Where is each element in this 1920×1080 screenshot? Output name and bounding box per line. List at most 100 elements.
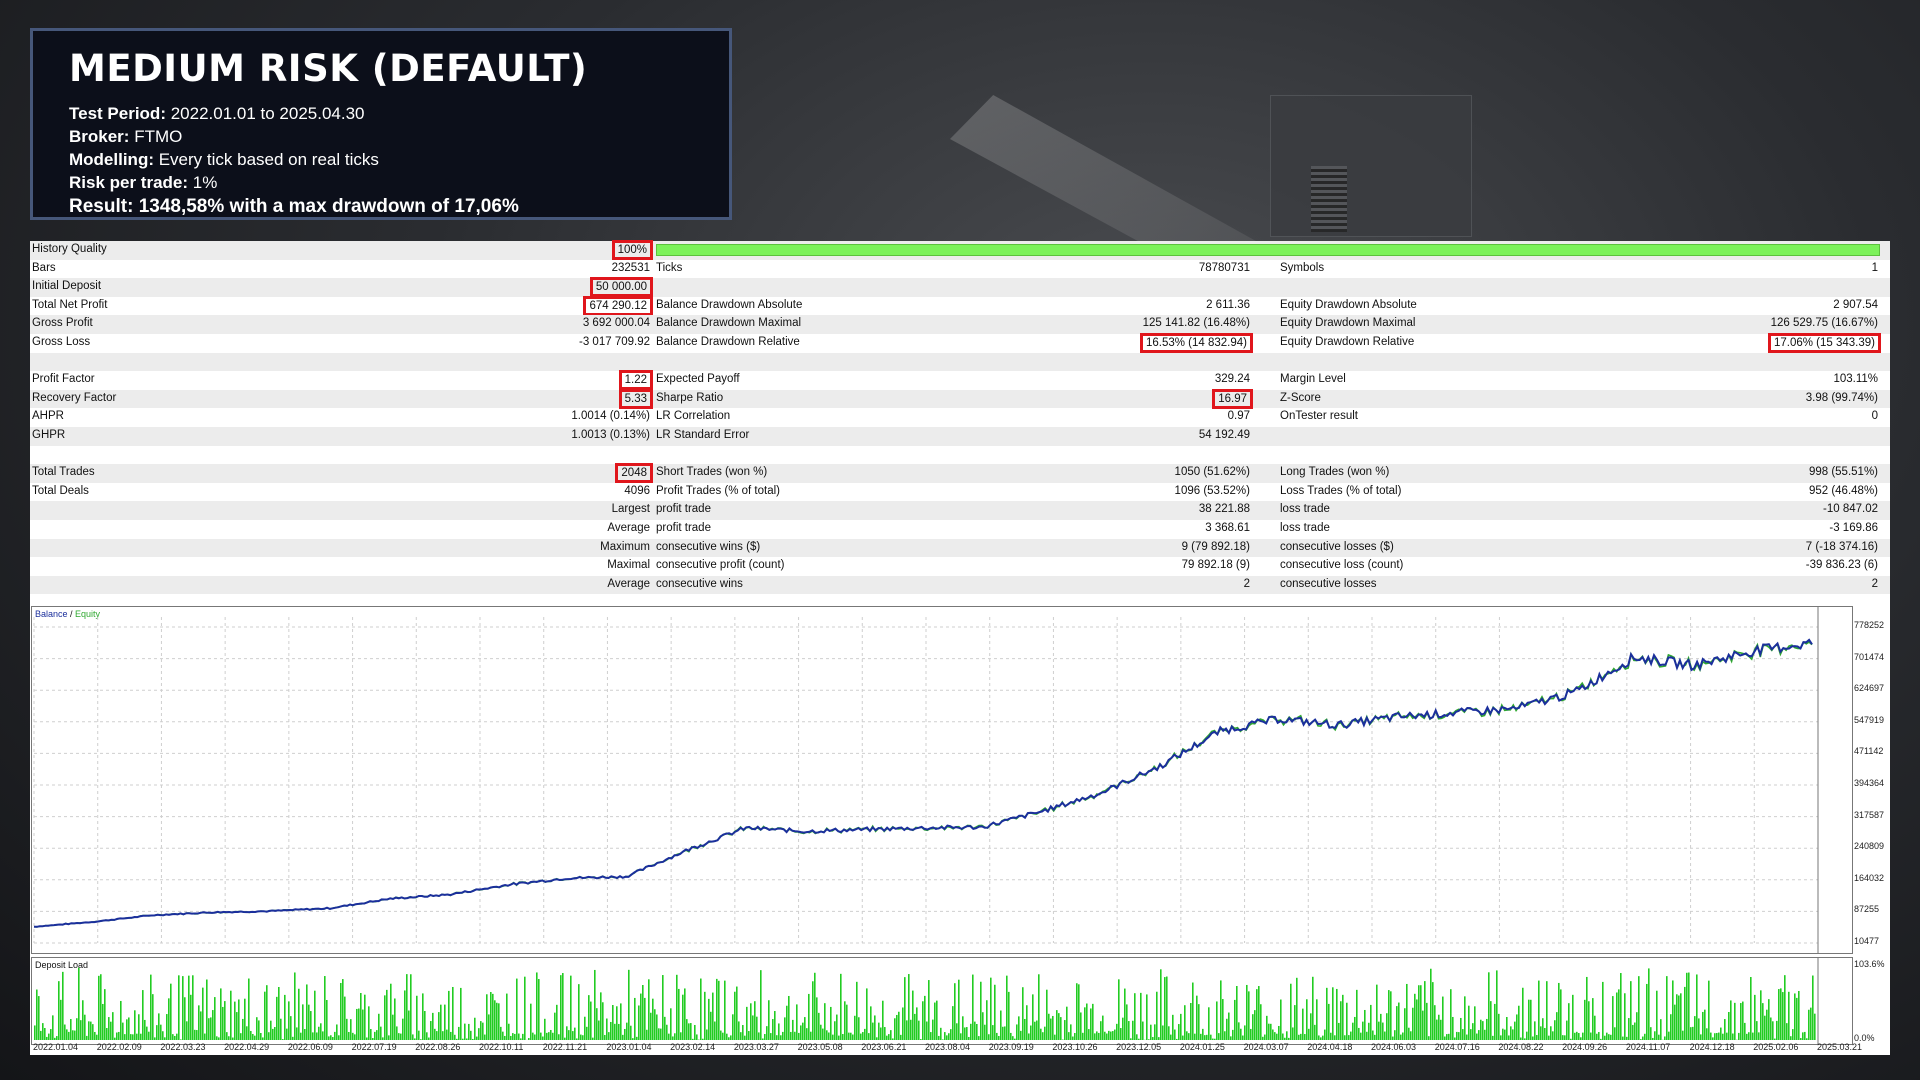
deposit-load-bar [1578, 1033, 1580, 1040]
deposit-load-bar [450, 1031, 452, 1040]
deposit-load-bar [594, 969, 596, 1040]
deposit-load-bar [40, 1030, 42, 1040]
deposit-load-title: Deposit Load [35, 960, 89, 970]
deposit-load-bar [878, 1022, 880, 1040]
deposit-load-bar [1210, 1034, 1212, 1040]
deposit-load-bar [872, 1022, 874, 1040]
deposit-load-bar [690, 1023, 692, 1040]
deposit-load-bar [102, 1003, 104, 1040]
deposit-load-bar [498, 1003, 500, 1040]
stat-value: 78780731 [1198, 261, 1250, 274]
deposit-load-bar [1688, 972, 1690, 1040]
deposit-load-bar [58, 981, 60, 1040]
deposit-load-bar [1310, 1013, 1312, 1040]
deposit-load-bar [1416, 999, 1418, 1040]
deposit-load-bar [818, 1012, 820, 1040]
deposit-load-bar [116, 1032, 118, 1040]
deposit-load-bar [298, 988, 300, 1040]
deposit-load-bar [304, 1029, 306, 1040]
x-tick-label: 2023.03.27 [733, 1042, 779, 1052]
deposit-load-bar [1766, 1009, 1768, 1040]
deposit-load-bar [1296, 977, 1298, 1040]
deposit-load-bar [190, 994, 192, 1040]
deposit-load-bar [1008, 991, 1010, 1040]
deposit-load-bar [428, 1037, 430, 1040]
stat-label: consecutive wins ($) [656, 540, 761, 553]
deposit-load-bar [404, 990, 406, 1040]
deposit-load-bar [1206, 1034, 1208, 1040]
deposit-load-bar [514, 1033, 516, 1040]
deposit-load-bar [1138, 1038, 1140, 1040]
deposit-load-bar [154, 1037, 156, 1040]
deposit-load-bar [686, 1019, 688, 1040]
deposit-load-bar [1666, 976, 1668, 1040]
deposit-load-bar [280, 1018, 282, 1040]
deposit-load-bar [1380, 1013, 1382, 1040]
deposit-load-bar [160, 1024, 162, 1040]
deposit-load-bar [1746, 1033, 1748, 1040]
deposit-load-bar [356, 1008, 358, 1040]
deposit-load-bar [1262, 1036, 1264, 1040]
deposit-load-bar [118, 1031, 120, 1040]
deposit-load-bar [954, 983, 956, 1040]
stat-label: AHPR [32, 410, 64, 423]
stat-label: profit trade [656, 503, 711, 516]
deposit-load-bar [216, 1036, 218, 1040]
stat-label: loss trade [1280, 503, 1330, 516]
deposit-load-bar [674, 1033, 676, 1040]
deposit-load-bar [382, 1037, 384, 1040]
deposit-load-bar [980, 981, 982, 1040]
deposit-load-bar [1678, 995, 1680, 1040]
deposit-load-bar [1030, 1025, 1032, 1040]
deposit-load-bar [1610, 1034, 1612, 1040]
deposit-load-bar [1754, 994, 1756, 1040]
deposit-load-bar [696, 1034, 698, 1040]
deposit-load-bar [944, 1032, 946, 1040]
deposit-load-bar [484, 1034, 486, 1040]
deposit-load-bar [310, 1011, 312, 1040]
deposit-load-bar [538, 979, 540, 1040]
deposit-load-bar [1792, 1029, 1794, 1040]
deposit-load-bar [1114, 1029, 1116, 1040]
deposit-load-bar [910, 1019, 912, 1040]
stat-value: 17.06% (15 343.39) [1767, 333, 1882, 353]
deposit-load-bar [1268, 1023, 1270, 1040]
deposit-load-bar [1570, 1038, 1572, 1040]
deposit-load-bar [964, 1027, 966, 1040]
deposit-load-bar [1264, 1034, 1266, 1040]
deposit-load-bar [358, 1008, 360, 1040]
deposit-load-bar [1772, 1021, 1774, 1040]
deposit-load-bar [942, 1039, 944, 1040]
deposit-load-bar [794, 1031, 796, 1040]
deposit-load-bar [248, 978, 250, 1040]
stat-value: 16.97 [1212, 388, 1253, 409]
deposit-load-bar [568, 1030, 570, 1040]
deposit-load-bar [392, 1014, 394, 1040]
deposit-load-bar [1390, 991, 1392, 1040]
deposit-load-bar [114, 1037, 116, 1040]
deposit-load-bar [880, 1027, 882, 1040]
deposit-load-bar [1280, 999, 1282, 1040]
deposit-load-bar [1350, 1031, 1352, 1040]
deposit-load-bar [288, 1001, 290, 1040]
deposit-load-bar [996, 1032, 998, 1040]
deposit-load-bar [1428, 1036, 1430, 1040]
deposit-load-bar [990, 977, 992, 1040]
deposit-load-bar [516, 978, 518, 1040]
report-row [30, 352, 1890, 372]
deposit-load-bar [692, 1038, 694, 1040]
deposit-load-bar [494, 1000, 496, 1040]
deposit-load-bar [462, 1038, 464, 1040]
deposit-load-bar [1814, 1013, 1816, 1040]
risk-line: Risk per trade: 1% [69, 173, 218, 192]
x-tick-label: 2022.02.09 [96, 1042, 142, 1052]
deposit-load-bar [1218, 1033, 1220, 1040]
deposit-load-bar [766, 1026, 768, 1040]
deposit-load-bar [1436, 1019, 1438, 1040]
deposit-load-bar [56, 1036, 58, 1040]
deposit-load-bar [672, 1036, 674, 1040]
deposit-load-bar [856, 981, 858, 1040]
deposit-load-bar [240, 1033, 242, 1040]
deposit-load-bar [1300, 1033, 1302, 1040]
deposit-load-bar [70, 1019, 72, 1040]
